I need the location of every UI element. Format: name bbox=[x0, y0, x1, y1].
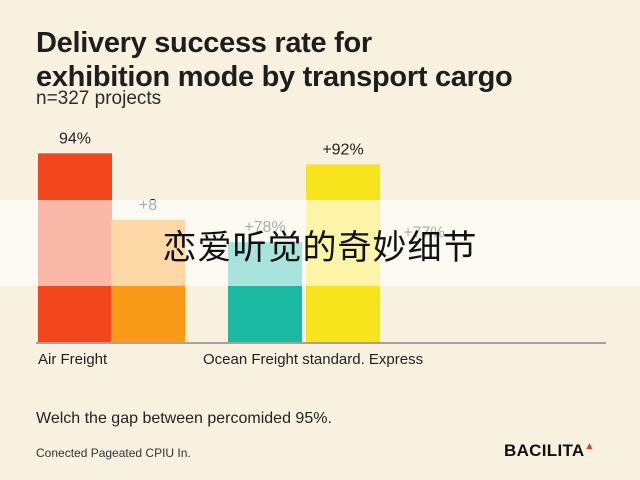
chart-caption: Welch the gap between percomided 95%. bbox=[36, 410, 332, 427]
chart-subtitle: n=327 projects bbox=[36, 88, 162, 109]
chart-title-line-2: exhibition mode by transport cargo bbox=[36, 61, 513, 93]
bar-value-label: +92% bbox=[322, 141, 363, 158]
brand-logo-text: BACILITA bbox=[504, 441, 585, 460]
watermark-band bbox=[0, 200, 640, 286]
source-note: Conected Pageated CPIU In. bbox=[36, 446, 191, 460]
logo-triangle-icon: ▲ bbox=[584, 441, 595, 452]
bar-value-label: 94% bbox=[59, 130, 91, 147]
chart-title: Delivery success rate for exhibition mod… bbox=[36, 26, 513, 94]
watermark-text: 恋爱听觉的奇妙细节 bbox=[162, 228, 478, 268]
brand-logo: BACILITA▲ bbox=[504, 441, 595, 461]
chart-title-line-1: Delivery success rate for bbox=[36, 27, 372, 59]
x-category-label: Ocean Freight standard. Express bbox=[203, 351, 423, 368]
x-category-label: Air Freight bbox=[38, 351, 108, 368]
